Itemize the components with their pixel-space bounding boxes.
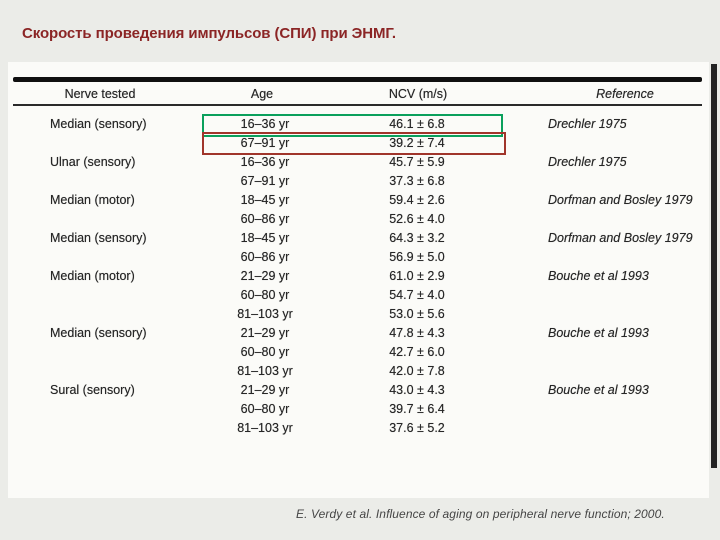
cell-ref xyxy=(548,400,713,419)
cell-ncv: 42.7 ± 6.0 xyxy=(389,345,445,359)
cell-age: 81–103 yr xyxy=(237,364,293,378)
cell-age: 81–103 yr xyxy=(237,421,293,435)
cell-ncv: 56.9 ± 5.0 xyxy=(389,250,445,264)
cell-age: 60–80 yr xyxy=(240,345,290,359)
cell-nerve xyxy=(50,248,210,267)
cell-ncv: 37.6 ± 5.2 xyxy=(389,421,445,435)
cell-age: 18–45 yr xyxy=(240,193,290,207)
cell-nerve: Median (motor) xyxy=(50,269,135,283)
table-row: 60–86 yr 56.9 ± 5.0 xyxy=(0,248,720,267)
cell-nerve: Sural (sensory) xyxy=(50,383,135,397)
column-header-ncv: NCV (m/s) xyxy=(388,87,448,101)
cell-ncv: 53.0 ± 5.6 xyxy=(389,307,445,321)
table-row: 60–80 yr 39.7 ± 6.4 xyxy=(0,400,720,419)
cell-ref: Dorfman and Bosley 1979 xyxy=(548,193,693,207)
table-row: Median (motor) 21–29 yr 61.0 ± 2.9 Bouche e… xyxy=(0,267,720,286)
table-row: 60–80 yr 42.7 ± 6.0 xyxy=(0,343,720,362)
cell-ncv: 52.6 ± 4.0 xyxy=(389,212,445,226)
table-row: Median (sensory) 21–29 yr 47.8 ± 4.3 Bouche… xyxy=(0,324,720,343)
cell-ref xyxy=(548,343,713,362)
table-row: 81–103 yr 37.6 ± 5.2 xyxy=(0,419,720,438)
cell-age: 21–29 yr xyxy=(240,326,290,340)
cell-ref xyxy=(548,134,713,153)
cell-age: 21–29 yr xyxy=(240,269,290,283)
cell-ncv: 43.0 ± 4.3 xyxy=(389,383,445,397)
column-header-age: Age xyxy=(250,87,274,101)
cell-nerve xyxy=(50,305,210,324)
cell-nerve xyxy=(50,400,210,419)
cell-nerve: Median (sensory) xyxy=(50,117,147,131)
citation-text: E. Verdy et al. Influence of aging on pe… xyxy=(296,507,665,521)
cell-age: 67–91 yr xyxy=(240,174,290,188)
table-top-rule xyxy=(13,77,702,82)
cell-age: 60–86 yr xyxy=(240,250,290,264)
cell-ref xyxy=(548,248,713,267)
cell-ref: Bouche et al 1993 xyxy=(548,383,649,397)
cell-nerve xyxy=(50,172,210,191)
table-scan-panel xyxy=(8,62,709,498)
cell-ncv: 45.7 ± 5.9 xyxy=(389,155,445,169)
table-row: 67–91 yr 37.3 ± 6.8 xyxy=(0,172,720,191)
cell-nerve xyxy=(50,343,210,362)
cell-ref: Bouche et al 1993 xyxy=(548,269,649,283)
cell-nerve xyxy=(50,419,210,438)
table-row: Median (sensory) 18–45 yr 64.3 ± 3.2 Dorfma… xyxy=(0,229,720,248)
table-row: Median (motor) 18–45 yr 59.4 ± 2.6 Dorfman … xyxy=(0,191,720,210)
table-row: 81–103 yr 53.0 ± 5.6 xyxy=(0,305,720,324)
table-row: 60–80 yr 54.7 ± 4.0 xyxy=(0,286,720,305)
cell-nerve xyxy=(50,362,210,381)
cell-nerve: Median (motor) xyxy=(50,193,135,207)
cell-age: 60–80 yr xyxy=(240,288,290,302)
cell-ref: Bouche et al 1993 xyxy=(548,326,649,340)
column-header-reference: Reference xyxy=(596,87,654,101)
cell-ncv: 47.8 ± 4.3 xyxy=(389,326,445,340)
slide-title: Скорость проведения импульсов (СПИ) при … xyxy=(22,25,396,42)
cell-age: 60–86 yr xyxy=(240,212,290,226)
cell-age: 60–80 yr xyxy=(240,402,290,416)
cell-ncv: 42.0 ± 7.8 xyxy=(389,364,445,378)
cell-ncv: 37.3 ± 6.8 xyxy=(389,174,445,188)
cell-ncv: 46.1 ± 6.8 xyxy=(389,117,445,131)
cell-age: 18–45 yr xyxy=(240,231,290,245)
cell-age: 81–103 yr xyxy=(237,307,293,321)
cell-ref: Drechler 1975 xyxy=(548,117,627,131)
table-row: Ulnar (sensory) 16–36 yr 45.7 ± 5.9 Drechle… xyxy=(0,153,720,172)
table-row: Sural (sensory) 21–29 yr 43.0 ± 4.3 Bouche … xyxy=(0,381,720,400)
cell-age: 67–91 yr xyxy=(240,136,290,150)
table-row: 67–91 yr 39.2 ± 7.4 xyxy=(0,134,720,153)
cell-ref xyxy=(548,362,713,381)
cell-ref: Dorfman and Bosley 1979 xyxy=(548,231,693,245)
table-row: 81–103 yr 42.0 ± 7.8 xyxy=(0,362,720,381)
column-header-nerve-tested: Nerve tested xyxy=(64,87,136,101)
table-header-rule xyxy=(13,104,702,106)
cell-ncv: 39.2 ± 7.4 xyxy=(389,136,445,150)
table-row: 60–86 yr 52.6 ± 4.0 xyxy=(0,210,720,229)
cell-age: 16–36 yr xyxy=(240,117,290,131)
cell-nerve: Median (sensory) xyxy=(50,231,147,245)
cell-nerve xyxy=(50,134,210,153)
cell-nerve: Median (sensory) xyxy=(50,326,147,340)
cell-nerve: Ulnar (sensory) xyxy=(50,155,136,169)
cell-ref xyxy=(548,210,713,229)
cell-age: 16–36 yr xyxy=(240,155,290,169)
cell-ref xyxy=(548,305,713,324)
cell-ref xyxy=(548,286,713,305)
cell-ref xyxy=(548,419,713,438)
cell-age: 21–29 yr xyxy=(240,383,290,397)
cell-ref xyxy=(548,172,713,191)
cell-nerve xyxy=(50,210,210,229)
scan-page-edge xyxy=(711,64,717,468)
cell-ncv: 39.7 ± 6.4 xyxy=(389,402,445,416)
cell-ncv: 54.7 ± 4.0 xyxy=(389,288,445,302)
cell-ncv: 61.0 ± 2.9 xyxy=(389,269,445,283)
cell-ref: Drechler 1975 xyxy=(548,155,627,169)
cell-nerve xyxy=(50,286,210,305)
table-row: Median (sensory) 16–36 yr 46.1 ± 6.8 Drechl… xyxy=(0,115,720,134)
cell-ncv: 59.4 ± 2.6 xyxy=(389,193,445,207)
cell-ncv: 64.3 ± 3.2 xyxy=(389,231,445,245)
